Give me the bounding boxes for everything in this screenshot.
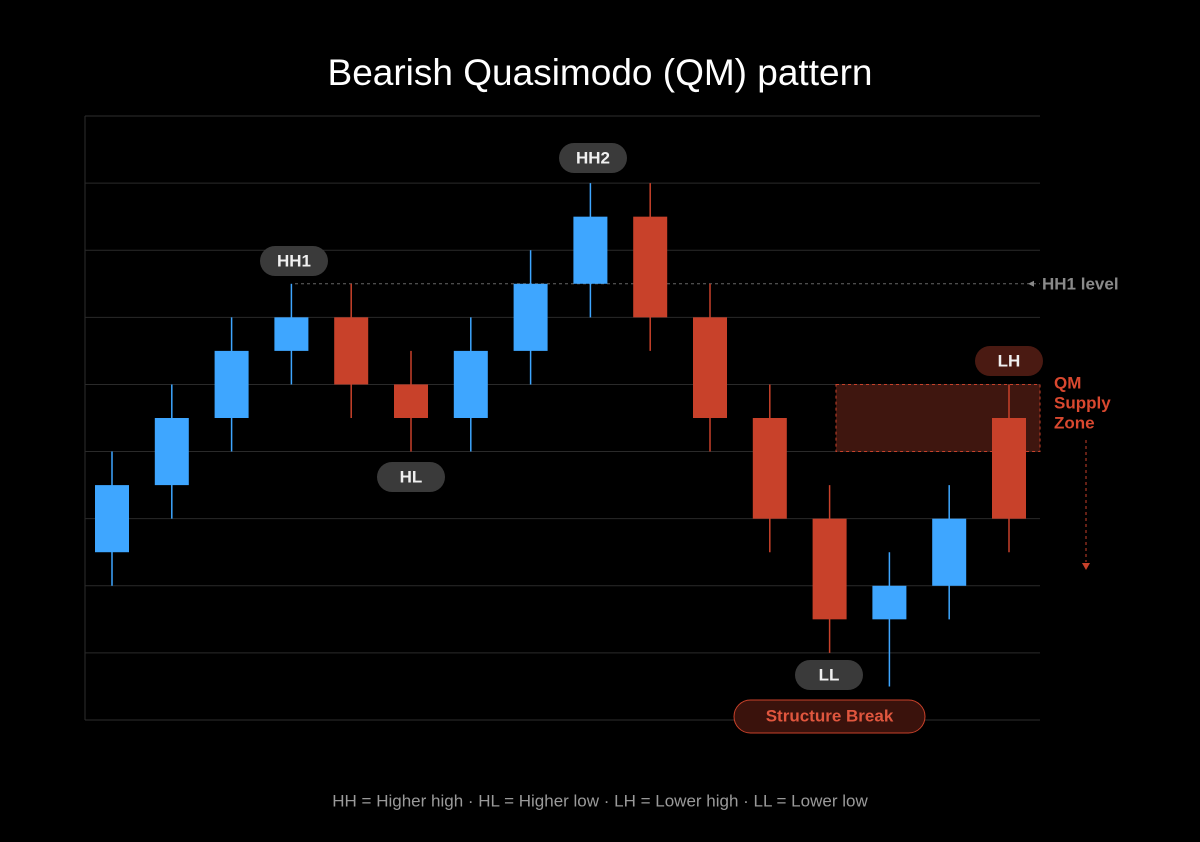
annotation-label: HL [400, 467, 423, 486]
annotation-label: HH2 [576, 148, 610, 167]
hh1-level-label: HH1 level [1042, 274, 1119, 293]
candle-body [453, 350, 488, 418]
supply-zone-label-line: Zone [1054, 414, 1095, 433]
candle-body [95, 485, 129, 553]
candle-body [872, 585, 907, 620]
chart-title: Bearish Quasimodo (QM) pattern [328, 52, 873, 93]
annotation-label: LH [998, 351, 1021, 370]
candle-body [334, 317, 369, 385]
structure-break-label: Structure Break [766, 706, 894, 725]
annotation-pill [795, 660, 863, 690]
candle-body [812, 518, 847, 620]
zone-arrow-head [1082, 563, 1090, 570]
annotation-pill [559, 143, 627, 173]
structure-break-pill [733, 699, 926, 734]
candle-body [394, 384, 428, 418]
supply-zone-label-line: Supply [1054, 394, 1111, 413]
supply-zone-label: QM Supply Zone [1054, 374, 1111, 433]
candle-body [992, 418, 1026, 519]
annotation-pill [377, 462, 445, 492]
annotation-pill [975, 346, 1043, 376]
candle-body [752, 418, 787, 519]
annotation-label: LL [819, 665, 840, 684]
candle-body [274, 317, 309, 351]
candle-body [633, 216, 668, 318]
annotation-label: HH1 [277, 251, 311, 270]
candle-body [154, 418, 189, 486]
candle-body [932, 518, 967, 586]
annotation-pill [260, 246, 328, 276]
candle-body [573, 216, 608, 284]
candle-body [214, 350, 249, 418]
candle-body [513, 283, 548, 351]
candle-body [693, 317, 727, 418]
supply-zone-label-line: QM [1054, 374, 1081, 393]
hh1-level-arrow [1028, 280, 1034, 287]
footer-note: HH = Higher high · HL = Higher low · LH … [332, 791, 868, 810]
